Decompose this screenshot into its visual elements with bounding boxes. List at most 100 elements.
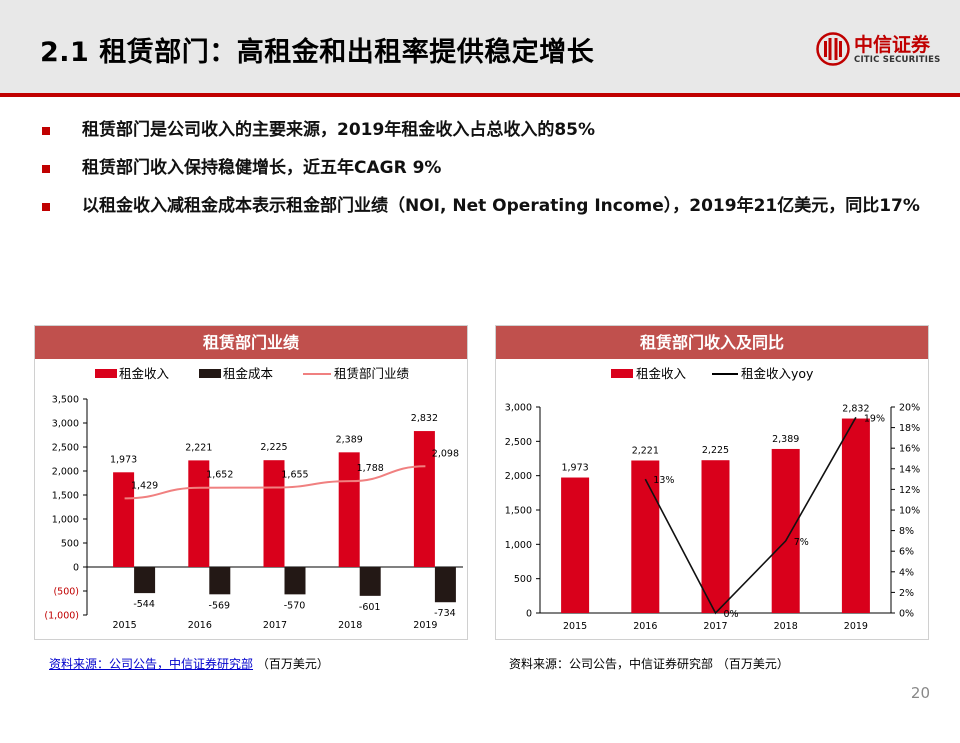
x-tick-label: 2016 — [188, 620, 212, 631]
y-tick-label: 2,000 — [52, 467, 79, 478]
noi-label: 2,098 — [432, 448, 459, 459]
cost-label: -570 — [284, 600, 306, 611]
citic-emblem-icon — [816, 32, 850, 66]
bullet-square-icon — [42, 203, 50, 211]
legend-swatch — [199, 369, 221, 378]
y-tick-label: 2,500 — [505, 437, 532, 448]
cost-label: -569 — [209, 600, 231, 611]
x-tick-label: 2018 — [774, 621, 798, 632]
x-tick-label: 2019 — [844, 621, 868, 632]
y-tick-label: 3,500 — [52, 395, 79, 406]
cost-label: -544 — [133, 599, 155, 610]
revenue-bar — [841, 418, 870, 613]
y-tick-label: 1,500 — [52, 491, 79, 502]
bullet-item: 租赁部门是公司收入的主要来源，2019年租金收入占总收入的85% — [42, 118, 922, 143]
noi-label: 1,429 — [131, 480, 158, 491]
citic-logo: 中信证券 CITIC SECURITIES — [816, 30, 946, 70]
y-tick-label: (1,000) — [44, 611, 79, 622]
revenue-label: 1,973 — [561, 463, 588, 474]
noi-label: 1,652 — [206, 470, 233, 481]
noi-label: 1,788 — [357, 463, 384, 474]
y-tick-label: 1,000 — [505, 540, 532, 551]
panel-left-title: 租赁部门业绩 — [35, 326, 467, 359]
revenue-label: 2,225 — [702, 445, 729, 456]
bullet-square-icon — [42, 165, 50, 173]
bullet-list: 租赁部门是公司收入的主要来源，2019年租金收入占总收入的85% 租赁部门收入保… — [42, 118, 922, 232]
yoy-label: 0% — [724, 609, 739, 620]
x-tick-label: 2019 — [413, 620, 437, 631]
bullet-text: 以租金收入减租金成本表示租金部门业绩（NOI, Net Operating In… — [82, 196, 920, 216]
revenue-bar — [561, 477, 590, 613]
legend-label: 租金收入yoy — [741, 366, 814, 381]
y2-tick-label: 4% — [899, 567, 914, 578]
page-number: 20 — [910, 684, 930, 702]
noi-label: 1,655 — [281, 470, 308, 481]
revenue-label: 2,225 — [260, 442, 287, 453]
panel-right-title: 租赁部门收入及同比 — [496, 326, 928, 359]
cost-bar — [209, 567, 231, 595]
header-divider — [0, 93, 960, 97]
cost-bar — [359, 567, 381, 596]
revenue-label: 2,832 — [842, 404, 869, 415]
y2-tick-label: 2% — [899, 588, 914, 599]
x-tick-label: 2018 — [338, 620, 362, 631]
legend-swatch — [95, 369, 117, 378]
revenue-label: 2,389 — [336, 434, 363, 445]
legend-label: 租金收入 — [119, 366, 170, 381]
yoy-line — [644, 416, 857, 615]
x-tick-label: 2015 — [563, 621, 587, 632]
y2-tick-label: 12% — [899, 485, 920, 496]
y2-tick-label: 0% — [899, 609, 914, 620]
x-tick-label: 2017 — [703, 621, 727, 632]
y2-tick-label: 8% — [899, 526, 914, 537]
revenue-label: 2,221 — [185, 442, 212, 453]
revenue-bar — [113, 472, 135, 567]
legend-label: 租赁部门业绩 — [334, 366, 410, 381]
y2-tick-label: 18% — [899, 423, 920, 434]
panel-left: 租赁部门业绩 租金收入 租金成本 租赁部门业绩 3,500 3,000 2,500 2,00… — [34, 325, 468, 640]
revenue-bar — [701, 460, 730, 613]
cost-bar — [134, 567, 156, 594]
source-left-unit: （百万美元） — [256, 657, 329, 671]
revenue-label: 1,973 — [110, 454, 137, 465]
logo-name-cn: 中信证券 — [854, 34, 931, 56]
legend-label: 租金收入 — [636, 366, 687, 381]
page-title: 2.1 租赁部门：高租金和出租率提供稳定增长 — [40, 37, 595, 68]
revenue-bar — [631, 460, 660, 613]
y-tick-label: 500 — [514, 574, 532, 585]
bullet-text: 租赁部门收入保持稳健增长，近五年CAGR 9% — [82, 158, 442, 178]
y-tick-label: (500) — [53, 587, 79, 598]
revenue-label: 2,221 — [632, 445, 659, 456]
y2-tick-label: 14% — [899, 464, 920, 475]
y2-tick-label: 6% — [899, 547, 914, 558]
cost-bar — [284, 567, 306, 595]
revenue-label: 2,832 — [411, 413, 438, 424]
revenue-bar — [771, 448, 800, 613]
source-left-link[interactable]: 资料来源：公司公告，中信证券研究部 — [49, 657, 254, 671]
y-tick-label: 3,000 — [52, 419, 79, 430]
legend-label: 租金成本 — [223, 366, 274, 381]
bullet-item: 以租金收入减租金成本表示租金部门业绩（NOI, Net Operating In… — [42, 194, 922, 219]
noi-line — [124, 465, 426, 500]
y2-tick-label: 20% — [899, 403, 920, 414]
y-tick-label: 0 — [526, 609, 532, 620]
y2-tick-label: 10% — [899, 506, 920, 517]
revenue-bar — [413, 431, 435, 567]
y2-tick-label: 16% — [899, 444, 920, 455]
y-tick-label: 500 — [61, 539, 79, 550]
x-tick-label: 2017 — [263, 620, 287, 631]
source-left: 资料来源：公司公告，中信证券研究部 （百万美元） — [49, 655, 329, 672]
y-tick-label: 0 — [73, 563, 79, 574]
cost-label: -734 — [434, 608, 456, 619]
y-tick-label: 2,500 — [52, 443, 79, 454]
legend-swatch — [611, 369, 633, 378]
cost-bar — [434, 567, 456, 603]
y-tick-label: 1,000 — [52, 515, 79, 526]
header-bar — [0, 0, 960, 93]
y-tick-label: 1,500 — [505, 506, 532, 517]
x-tick-label: 2016 — [633, 621, 657, 632]
bullet-text: 租赁部门是公司收入的主要来源，2019年租金收入占总收入的85% — [82, 120, 596, 140]
logo-name-en: CITIC SECURITIES — [854, 55, 941, 65]
cost-label: -601 — [359, 602, 381, 613]
x-tick-label: 2015 — [113, 620, 137, 631]
